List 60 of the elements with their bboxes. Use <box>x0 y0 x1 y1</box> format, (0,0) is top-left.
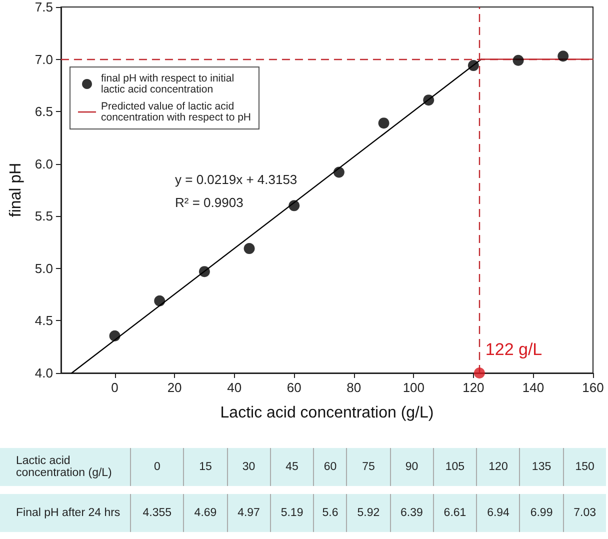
x-tick-label: 20 <box>167 380 182 395</box>
x-tick-label: 60 <box>286 380 302 395</box>
text: 5.92 <box>346 494 390 532</box>
text: Final pH after 24 hrs <box>0 494 130 532</box>
text: 15 <box>183 448 227 486</box>
y-tick-label: 5.5 <box>34 208 53 224</box>
x-axis-title: Lactic acid concentration (g/L) <box>220 404 434 422</box>
text: 6.39 <box>390 494 433 532</box>
annotation: 122 g/L <box>485 340 542 359</box>
text: 5.6 <box>313 494 346 532</box>
legend-label: final pH with respect to initial lactic acid concentration <box>101 72 237 96</box>
point <box>198 266 210 278</box>
x-tick-label: 140 <box>522 380 544 395</box>
y-axis-title: final pH <box>8 162 24 218</box>
text: 135 <box>519 448 563 486</box>
point <box>558 50 569 62</box>
x-tick-label: 40 <box>227 380 242 395</box>
y-tick-label: 4.0 <box>34 366 53 380</box>
point <box>288 200 300 212</box>
point <box>512 54 524 66</box>
text: 0 <box>130 448 184 486</box>
text: 150 <box>562 448 606 486</box>
point <box>244 243 255 254</box>
text: 6.99 <box>519 494 563 532</box>
x-tick-label: 160 <box>582 380 604 395</box>
text: 7.03 <box>562 494 606 532</box>
x-tick-label: 120 <box>462 380 484 395</box>
text: 6.94 <box>476 494 520 532</box>
point <box>468 60 479 72</box>
text: 90 <box>390 448 433 486</box>
y-tick-label: 6.0 <box>34 156 53 172</box>
text: 4.69 <box>183 494 227 532</box>
text: 45 <box>270 448 314 486</box>
point <box>378 118 390 129</box>
point <box>423 94 434 106</box>
text: 120 <box>476 448 520 486</box>
y-tick-label: 7.0 <box>34 52 53 67</box>
y-tick-label: 4.5 <box>34 313 53 328</box>
text: 75 <box>346 448 390 486</box>
y-tick-label: 7.5 <box>34 0 53 14</box>
text: Lactic acid concentration (g/L) <box>0 448 130 486</box>
text: 4.355 <box>130 494 184 532</box>
text: 30 <box>226 448 270 486</box>
text: 4.97 <box>226 494 270 532</box>
annotation: R² = 0.9903 <box>175 195 244 210</box>
text: 105 <box>432 448 476 486</box>
text: 60 <box>313 448 346 486</box>
y-tick-label: 6.5 <box>34 104 53 120</box>
point <box>109 330 120 342</box>
y-tick-label: 5.0 <box>34 260 53 276</box>
point <box>474 368 485 378</box>
legend-label: Predicted value of lactic acid concentration with respect to pH <box>101 100 251 124</box>
point <box>154 295 166 306</box>
x-tick-label: 80 <box>346 380 362 395</box>
point <box>333 166 344 178</box>
annotation: y = 0.0219x + 4.3153 <box>175 172 298 187</box>
x-tick-label: 0 <box>111 380 118 395</box>
x-tick-label: 100 <box>402 380 425 395</box>
text: 6.61 <box>432 494 476 532</box>
text: 5.19 <box>270 494 314 532</box>
